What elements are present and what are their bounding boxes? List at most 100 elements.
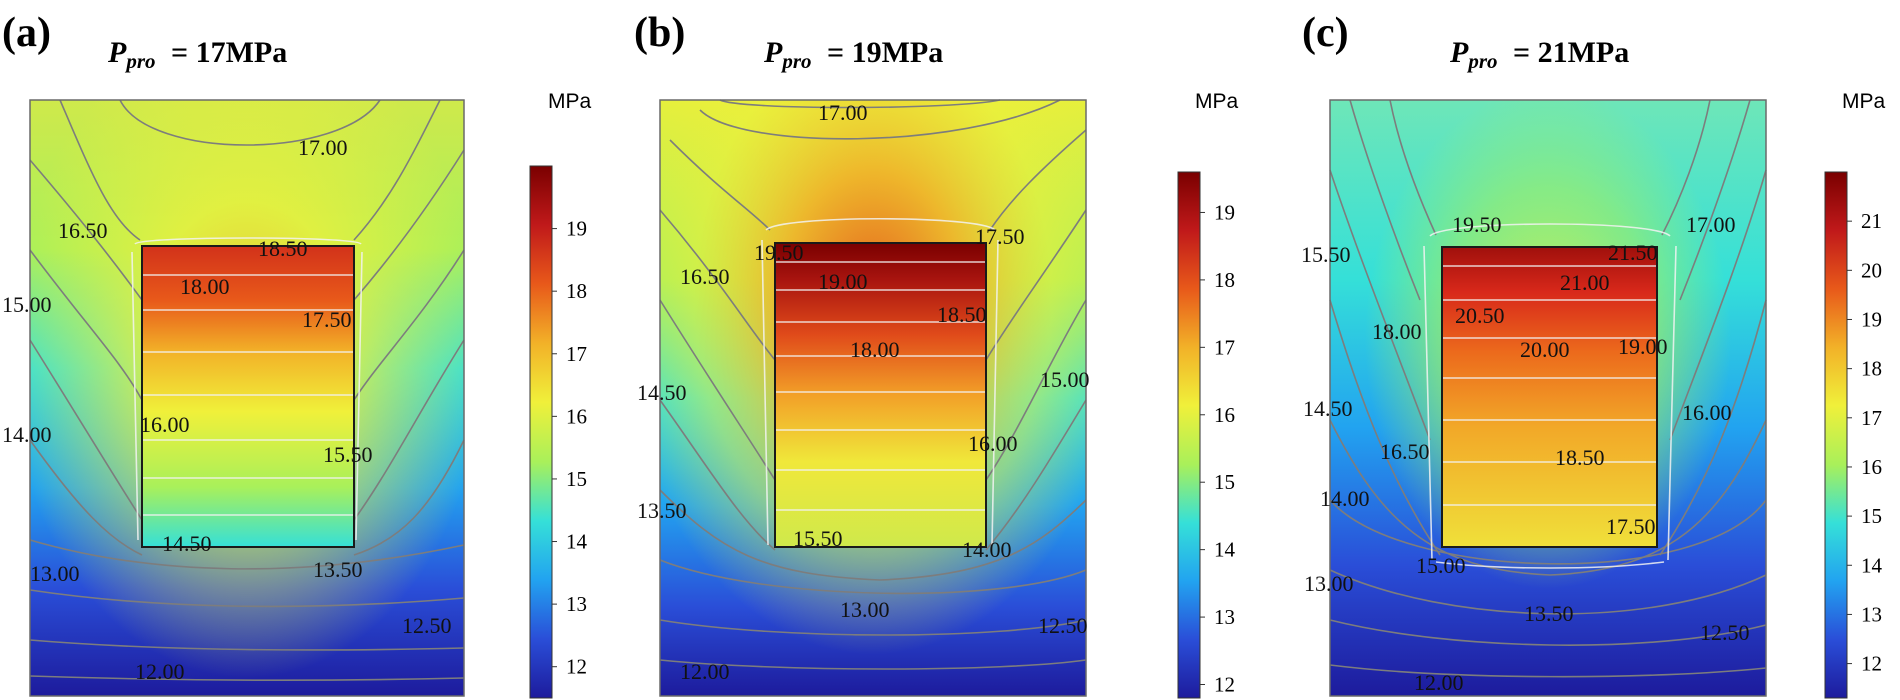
panel-a: (a) Ppro = 17MPa xyxy=(2,10,592,699)
contour-lines xyxy=(1329,99,1767,678)
colorbar-tick-label: 15 xyxy=(1214,470,1235,494)
contour-label: 19.00 xyxy=(818,269,868,294)
contour-label: 14.50 xyxy=(637,380,687,405)
colorbar: MPa 12 13 14 15 16 17 18 19 20 21 xyxy=(1824,90,1886,699)
colorbar-tick-label: 19 xyxy=(1861,307,1882,331)
colorbar-tick-label: 17 xyxy=(1861,406,1882,430)
title-rest: = 17MPa xyxy=(164,36,288,69)
colorbar-tick-label: 14 xyxy=(566,530,588,554)
colorbar-ticks: 12 13 14 15 16 17 18 19 20 21 xyxy=(1847,209,1883,676)
contour-label: 12.00 xyxy=(680,659,730,684)
contour-label: 18.50 xyxy=(258,236,308,261)
colorbar-tick-label: 21 xyxy=(1861,209,1882,233)
contour-label: 16.00 xyxy=(968,431,1018,456)
contour-labels: 17.00 17.50 19.50 16.50 19.00 18.50 18.0… xyxy=(637,100,1090,684)
title-rest: = 21MPa xyxy=(1506,36,1630,69)
contour-label: 16.50 xyxy=(58,218,108,243)
block-outline xyxy=(774,242,987,548)
contour-label: 17.00 xyxy=(818,100,868,125)
title-sub: pro xyxy=(124,49,155,73)
colorbar: MPa 12 13 14 15 16 17 18 19 xyxy=(1177,90,1239,699)
contour-label: 19.50 xyxy=(754,240,804,265)
contour-label: 17.50 xyxy=(302,307,352,332)
colorbar-tick-label: 15 xyxy=(1861,504,1882,528)
colorbar-scale xyxy=(1178,172,1200,698)
contour-labels: 19.50 17.00 15.50 21.50 21.00 18.00 20.5… xyxy=(1301,212,1750,695)
colorbar-tick-label: 16 xyxy=(1214,403,1235,427)
block-outline xyxy=(141,245,355,548)
contour-label: 13.50 xyxy=(1524,601,1574,626)
colorbar-tick-label: 14 xyxy=(1214,538,1236,562)
contour-label: 15.00 xyxy=(1040,367,1090,392)
contour-label: 16.00 xyxy=(140,412,190,437)
contour-label: 13.50 xyxy=(637,498,687,523)
panel-title: Ppro = 17MPa xyxy=(107,36,287,73)
title-var: P xyxy=(107,36,127,69)
contour-label: 19.50 xyxy=(1452,212,1502,237)
contour-label: 15.50 xyxy=(323,442,373,467)
contour-label: 18.00 xyxy=(1372,319,1422,344)
colorbar-tick-label: 13 xyxy=(1861,602,1882,626)
panel-letter: (c) xyxy=(1302,10,1349,56)
contour-label: 17.00 xyxy=(298,135,348,160)
colorbar-unit: MPa xyxy=(548,90,592,113)
colorbar-tick-label: 18 xyxy=(566,279,587,303)
colorbar-tick-label: 17 xyxy=(1214,335,1235,359)
stress-field xyxy=(29,99,465,697)
contour-label: 14.00 xyxy=(1320,486,1370,511)
block-outline xyxy=(1441,246,1658,548)
contour-label: 17.50 xyxy=(975,224,1025,249)
title-rest: = 19MPa xyxy=(820,36,944,69)
contour-label: 14.50 xyxy=(1303,396,1353,421)
contour-label: 13.00 xyxy=(840,597,890,622)
colorbar-tick-label: 12 xyxy=(1214,673,1235,697)
contour-labels: 17.00 16.50 18.50 18.00 15.00 17.50 14.0… xyxy=(2,135,452,684)
title-var: P xyxy=(1449,36,1469,69)
contour-label: 12.50 xyxy=(402,613,452,638)
contour-lines xyxy=(659,99,1087,670)
colorbar-tick-label: 16 xyxy=(566,404,587,428)
contour-label: 21.50 xyxy=(1608,240,1658,265)
contour-label: 15.50 xyxy=(793,526,843,551)
title-sub: pro xyxy=(1466,49,1497,73)
contour-label: 12.00 xyxy=(1414,670,1464,695)
contour-label: 12.50 xyxy=(1038,613,1088,638)
panel-letter: (b) xyxy=(634,10,685,56)
contour-label: 15.00 xyxy=(1416,553,1466,578)
stress-field xyxy=(1329,99,1767,697)
colorbar-tick-label: 17 xyxy=(566,342,587,366)
colorbar-tick-label: 19 xyxy=(1214,200,1235,224)
contour-label: 13.00 xyxy=(1304,571,1354,596)
panel-b: (b) Ppro = 19MPa xyxy=(634,10,1239,699)
colorbar-tick-label: 12 xyxy=(566,655,587,679)
colorbar-unit: MPa xyxy=(1195,90,1239,113)
title-sub: pro xyxy=(780,49,811,73)
contour-label: 15.50 xyxy=(1301,242,1351,267)
colorbar-tick-label: 18 xyxy=(1861,357,1882,381)
colorbar-ticks: 12 13 14 15 16 17 18 19 xyxy=(552,217,588,679)
contour-label: 20.00 xyxy=(1520,337,1570,362)
title-var: P xyxy=(763,36,783,69)
colorbar: MPa 12 13 14 15 16 17 18 19 xyxy=(529,90,592,699)
contour-label: 16.00 xyxy=(1682,400,1732,425)
panel-title: Ppro = 19MPa xyxy=(763,36,943,73)
colorbar-ticks: 12 13 14 15 16 17 18 19 xyxy=(1200,200,1236,697)
contour-label: 19.00 xyxy=(1618,334,1668,359)
contour-label: 14.00 xyxy=(962,537,1012,562)
colorbar-tick-label: 13 xyxy=(566,592,587,616)
contour-label: 14.50 xyxy=(162,531,212,556)
colorbar-tick-label: 15 xyxy=(566,467,587,491)
contour-label: 16.50 xyxy=(680,264,730,289)
colorbar-scale xyxy=(530,166,552,698)
colorbar-tick-label: 14 xyxy=(1861,553,1883,577)
contour-label: 18.50 xyxy=(937,302,987,327)
contour-label: 12.00 xyxy=(135,659,185,684)
colorbar-tick-label: 16 xyxy=(1861,455,1882,479)
contour-label: 16.50 xyxy=(1380,439,1430,464)
contour-lines xyxy=(29,99,465,681)
stress-field xyxy=(659,99,1087,697)
contour-label: 18.00 xyxy=(850,337,900,362)
panel-title: Ppro = 21MPa xyxy=(1449,36,1629,73)
colorbar-scale xyxy=(1825,172,1847,698)
